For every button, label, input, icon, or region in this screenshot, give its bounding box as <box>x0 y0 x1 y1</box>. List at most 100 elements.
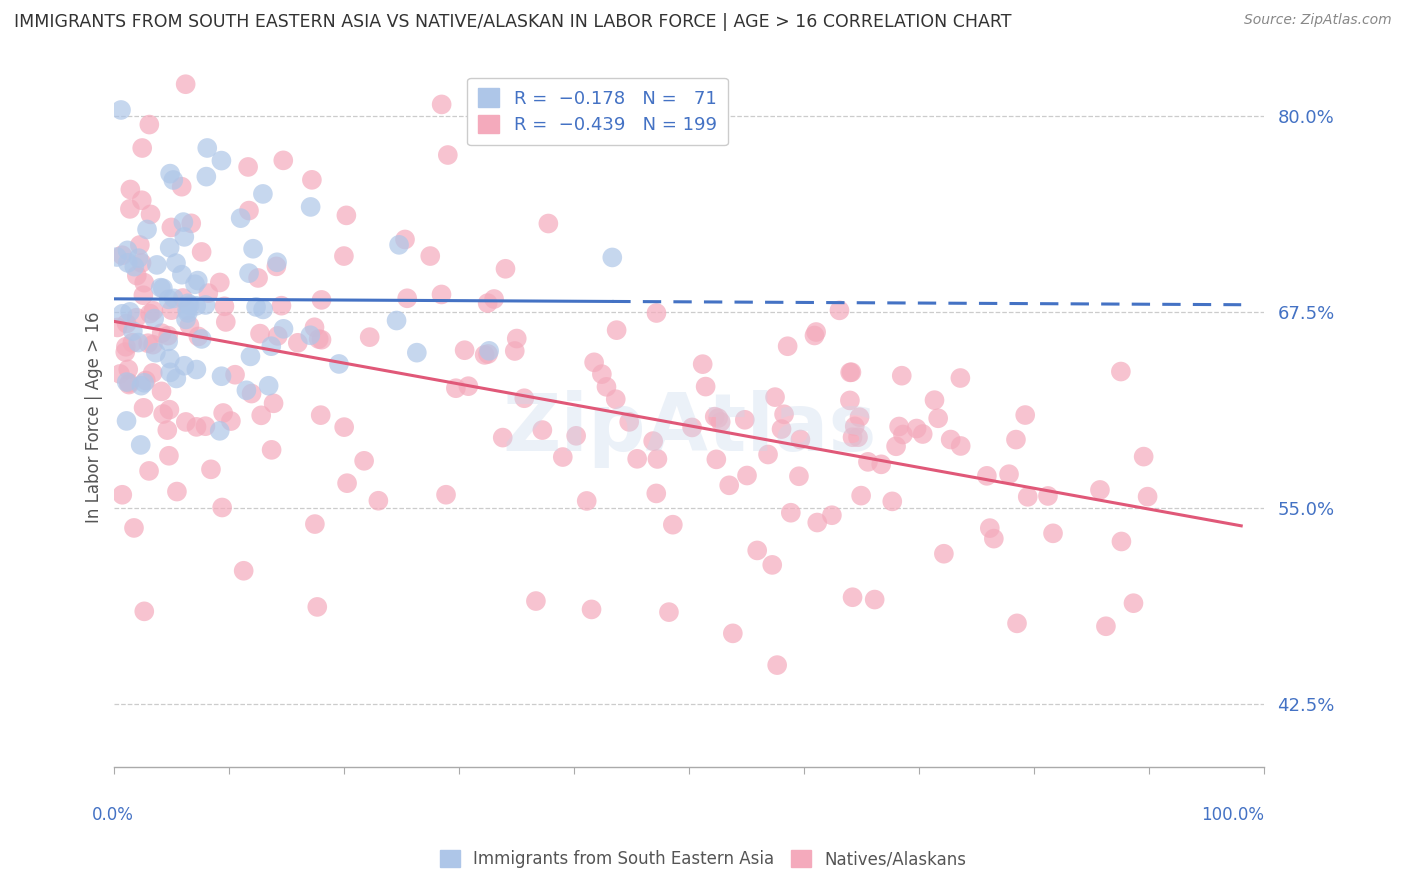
Point <box>187 274 209 288</box>
Point <box>186 420 208 434</box>
Point <box>803 328 825 343</box>
Point <box>159 365 181 379</box>
Point <box>122 521 145 535</box>
Point <box>247 271 270 285</box>
Point <box>595 380 617 394</box>
Point <box>149 281 172 295</box>
Point <box>159 167 181 181</box>
Point <box>710 415 733 429</box>
Point <box>134 604 156 618</box>
Point <box>157 293 180 307</box>
Point <box>695 379 717 393</box>
Point <box>311 333 333 347</box>
Point <box>1017 490 1039 504</box>
Point <box>524 594 547 608</box>
Point <box>304 320 326 334</box>
Point <box>856 455 879 469</box>
Point <box>703 409 725 424</box>
Point <box>924 393 946 408</box>
Point <box>333 249 356 263</box>
Point <box>385 313 408 327</box>
Point <box>142 303 165 318</box>
Point <box>115 414 138 428</box>
Point <box>939 433 962 447</box>
Point <box>122 324 145 338</box>
Point <box>172 215 194 229</box>
Point <box>979 521 1001 535</box>
Point <box>287 335 309 350</box>
Point <box>645 306 668 320</box>
Point <box>173 359 195 373</box>
Point <box>229 211 252 226</box>
Point <box>430 287 453 301</box>
Point <box>776 339 799 353</box>
Point <box>763 390 786 404</box>
Point <box>884 439 907 453</box>
Point <box>110 103 132 117</box>
Point <box>478 343 501 358</box>
Point <box>184 277 207 292</box>
Point <box>841 430 863 444</box>
Point <box>224 368 246 382</box>
Point <box>266 255 288 269</box>
Point <box>214 299 236 313</box>
Point <box>1122 596 1144 610</box>
Point <box>1111 534 1133 549</box>
Point <box>115 375 138 389</box>
Point <box>152 281 174 295</box>
Point <box>157 334 180 349</box>
Point <box>721 626 744 640</box>
Point <box>132 401 155 415</box>
Point <box>186 362 208 376</box>
Point <box>128 251 150 265</box>
Point <box>117 244 139 258</box>
Point <box>905 421 928 435</box>
Point <box>707 411 730 425</box>
Point <box>1109 365 1132 379</box>
Point <box>846 430 869 444</box>
Point <box>863 592 886 607</box>
Point <box>190 332 212 346</box>
Point <box>583 355 606 369</box>
Point <box>127 335 149 350</box>
Point <box>734 413 756 427</box>
Point <box>174 312 197 326</box>
Point <box>692 357 714 371</box>
Point <box>756 448 779 462</box>
Point <box>129 378 152 392</box>
Point <box>115 317 138 331</box>
Point <box>238 266 260 280</box>
Point <box>107 320 129 334</box>
Point <box>626 451 648 466</box>
Point <box>304 517 326 532</box>
Point <box>134 376 156 390</box>
Point <box>839 365 862 379</box>
Point <box>118 202 141 216</box>
Point <box>105 250 128 264</box>
Point <box>495 261 517 276</box>
Point <box>444 381 467 395</box>
Point <box>249 326 271 341</box>
Point <box>804 325 827 339</box>
Point <box>156 423 179 437</box>
Point <box>219 414 242 428</box>
Point <box>643 434 665 448</box>
Point <box>581 602 603 616</box>
Point <box>575 494 598 508</box>
Point <box>159 241 181 255</box>
Point <box>195 141 218 155</box>
Point <box>841 591 863 605</box>
Point <box>1136 490 1159 504</box>
Point <box>828 303 851 318</box>
Point <box>115 340 138 354</box>
Point <box>129 438 152 452</box>
Point <box>619 415 641 429</box>
Point <box>136 222 159 236</box>
Point <box>143 311 166 326</box>
Point <box>159 351 181 366</box>
Point <box>932 547 955 561</box>
Point <box>238 203 260 218</box>
Point <box>430 97 453 112</box>
Point <box>194 419 217 434</box>
Point <box>120 182 142 196</box>
